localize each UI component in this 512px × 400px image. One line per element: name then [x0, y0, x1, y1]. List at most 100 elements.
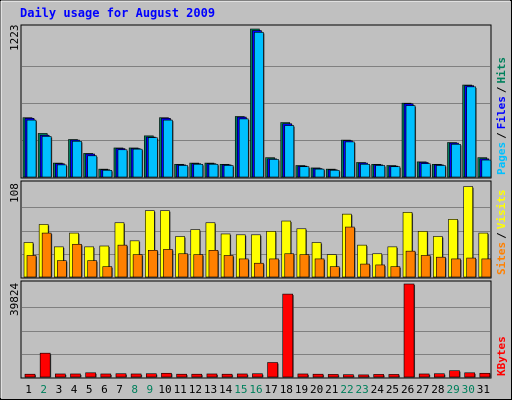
- bar-sites-day-1: [26, 255, 37, 278]
- bar-sites-day-22: [345, 226, 355, 278]
- x-label-day-22: 22: [340, 383, 353, 396]
- bar-sites-day-23: [360, 263, 370, 278]
- x-label-day-30: 30: [462, 383, 475, 396]
- bar-pages-day-19: [299, 166, 310, 178]
- bar-pages-day-10: [163, 119, 173, 178]
- legend-sites: Sites: [495, 242, 508, 275]
- legend-kbytes: KBytes: [495, 336, 508, 376]
- bar-kbytes-day-8: [130, 373, 142, 378]
- bar-sites-day-12: [193, 254, 204, 278]
- bar-kbytes-day-17: [267, 362, 278, 378]
- bar-kbytes-day-26: [403, 283, 415, 378]
- bar-pages-day-3: [57, 164, 67, 178]
- y-max-label-kbytes: 39824: [8, 283, 21, 316]
- bar-pages-day-21: [329, 170, 340, 178]
- bar-pages-day-9: [147, 137, 158, 178]
- bar-kbytes-day-20: [312, 373, 324, 378]
- bar-sites-day-13: [208, 250, 219, 278]
- x-label-day-25: 25: [386, 383, 399, 396]
- x-label-day-3: 3: [56, 383, 63, 396]
- bar-pages-day-20: [314, 168, 325, 178]
- bar-sites-day-26: [405, 250, 416, 278]
- y-max-label-visits: 108: [8, 183, 21, 203]
- bar-sites-day-18: [284, 253, 295, 278]
- bar-pages-day-6: [102, 170, 113, 178]
- bar-kbytes-day-30: [464, 372, 475, 378]
- bar-pages-day-22: [345, 141, 355, 178]
- y-max-label-hits: 1223: [8, 25, 21, 52]
- x-label-day-4: 4: [71, 383, 78, 396]
- bar-pages-day-13: [208, 163, 219, 178]
- bar-kbytes-day-19: [297, 373, 309, 378]
- bar-pages-day-7: [117, 149, 128, 178]
- bar-pages-day-26: [405, 105, 416, 178]
- bar-pages-day-1: [26, 119, 37, 178]
- bar-kbytes-day-4: [70, 373, 81, 378]
- bar-pages-day-15: [238, 118, 249, 178]
- bar-sites-day-4: [72, 243, 82, 278]
- x-label-day-14: 14: [219, 383, 233, 396]
- bar-sites-day-28: [436, 256, 446, 278]
- bar-kbytes-day-27: [418, 373, 430, 378]
- bar-kbytes-day-23: [358, 374, 369, 378]
- bar-sites-day-25: [390, 266, 401, 278]
- bar-sites-day-19: [299, 254, 310, 278]
- bar-pages-day-18: [284, 125, 295, 178]
- bar-pages-day-23: [360, 163, 370, 178]
- x-label-day-9: 9: [147, 383, 154, 396]
- bar-kbytes-day-12: [191, 373, 203, 378]
- x-label-day-17: 17: [265, 383, 278, 396]
- bar-sites-day-27: [420, 255, 431, 278]
- bar-kbytes-day-2: [39, 352, 51, 378]
- bar-sites-day-31: [481, 258, 492, 278]
- bar-kbytes-day-6: [100, 373, 112, 378]
- x-label-day-5: 5: [86, 383, 93, 396]
- bar-kbytes-day-1: [24, 373, 36, 378]
- x-label-day-15: 15: [234, 383, 247, 396]
- legend-sep-3: /: [495, 232, 508, 239]
- bar-pages-day-2: [41, 136, 52, 178]
- x-axis-labels: 1 2 3 4 5 6 7 8 9 10 11 12 13 14 15 16 17 18 19 20 21 22 23 24 2…: [25, 383, 490, 396]
- bar-kbytes-day-5: [85, 372, 96, 378]
- x-label-day-6: 6: [101, 383, 108, 396]
- bar-kbytes-day-21: [327, 374, 339, 378]
- bar-kbytes-day-25: [388, 374, 400, 378]
- x-label-day-20: 20: [310, 383, 323, 396]
- bar-pages-day-4: [72, 141, 82, 178]
- x-label-day-28: 28: [431, 383, 444, 396]
- x-label-day-26: 26: [401, 383, 414, 396]
- bar-sites-day-11: [178, 253, 188, 278]
- bar-pages-day-17: [269, 159, 279, 178]
- bar-kbytes-day-18: [282, 293, 294, 378]
- bar-sites-day-14: [223, 255, 234, 278]
- x-label-day-29: 29: [446, 383, 459, 396]
- x-label-day-31: 31: [477, 383, 490, 396]
- x-label-day-2: 2: [40, 383, 47, 396]
- bar-kbytes-day-10: [161, 372, 172, 378]
- x-label-day-16: 16: [249, 383, 262, 396]
- legend-sep-1: /: [495, 132, 508, 139]
- x-label-day-27: 27: [416, 383, 429, 396]
- bar-kbytes-day-16: [252, 373, 263, 378]
- bar-sites-day-21: [329, 266, 340, 278]
- bar-pages-day-16: [254, 32, 264, 178]
- bar-kbytes-day-14: [221, 373, 233, 378]
- legend-pages-files-hits: Pages / Files / Hits: [495, 57, 508, 175]
- bar-sites-day-20: [314, 258, 325, 278]
- bar-pages-day-28: [436, 165, 446, 178]
- x-label-day-10: 10: [158, 383, 171, 396]
- bar-pages-day-14: [223, 165, 234, 178]
- x-label-day-13: 13: [204, 383, 217, 396]
- legend-sites-visits: Sites / Visits: [495, 190, 508, 276]
- bar-kbytes-day-31: [479, 372, 491, 378]
- bar-sites-day-16: [254, 262, 264, 278]
- legend-hits: Hits: [495, 57, 508, 84]
- bar-sites-day-8: [132, 254, 143, 278]
- bar-pages-day-25: [390, 166, 401, 178]
- bar-sites-day-10: [163, 249, 173, 278]
- bar-sites-day-29: [451, 258, 461, 278]
- bar-kbytes-day-3: [55, 373, 66, 378]
- bar-pages-day-30: [466, 86, 476, 178]
